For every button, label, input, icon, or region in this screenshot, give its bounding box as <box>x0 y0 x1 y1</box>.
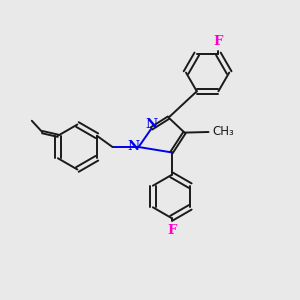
Text: F: F <box>214 35 223 48</box>
Text: CH₃: CH₃ <box>212 125 234 138</box>
Text: N: N <box>127 140 139 154</box>
Text: N: N <box>145 118 157 131</box>
Text: F: F <box>167 224 176 237</box>
